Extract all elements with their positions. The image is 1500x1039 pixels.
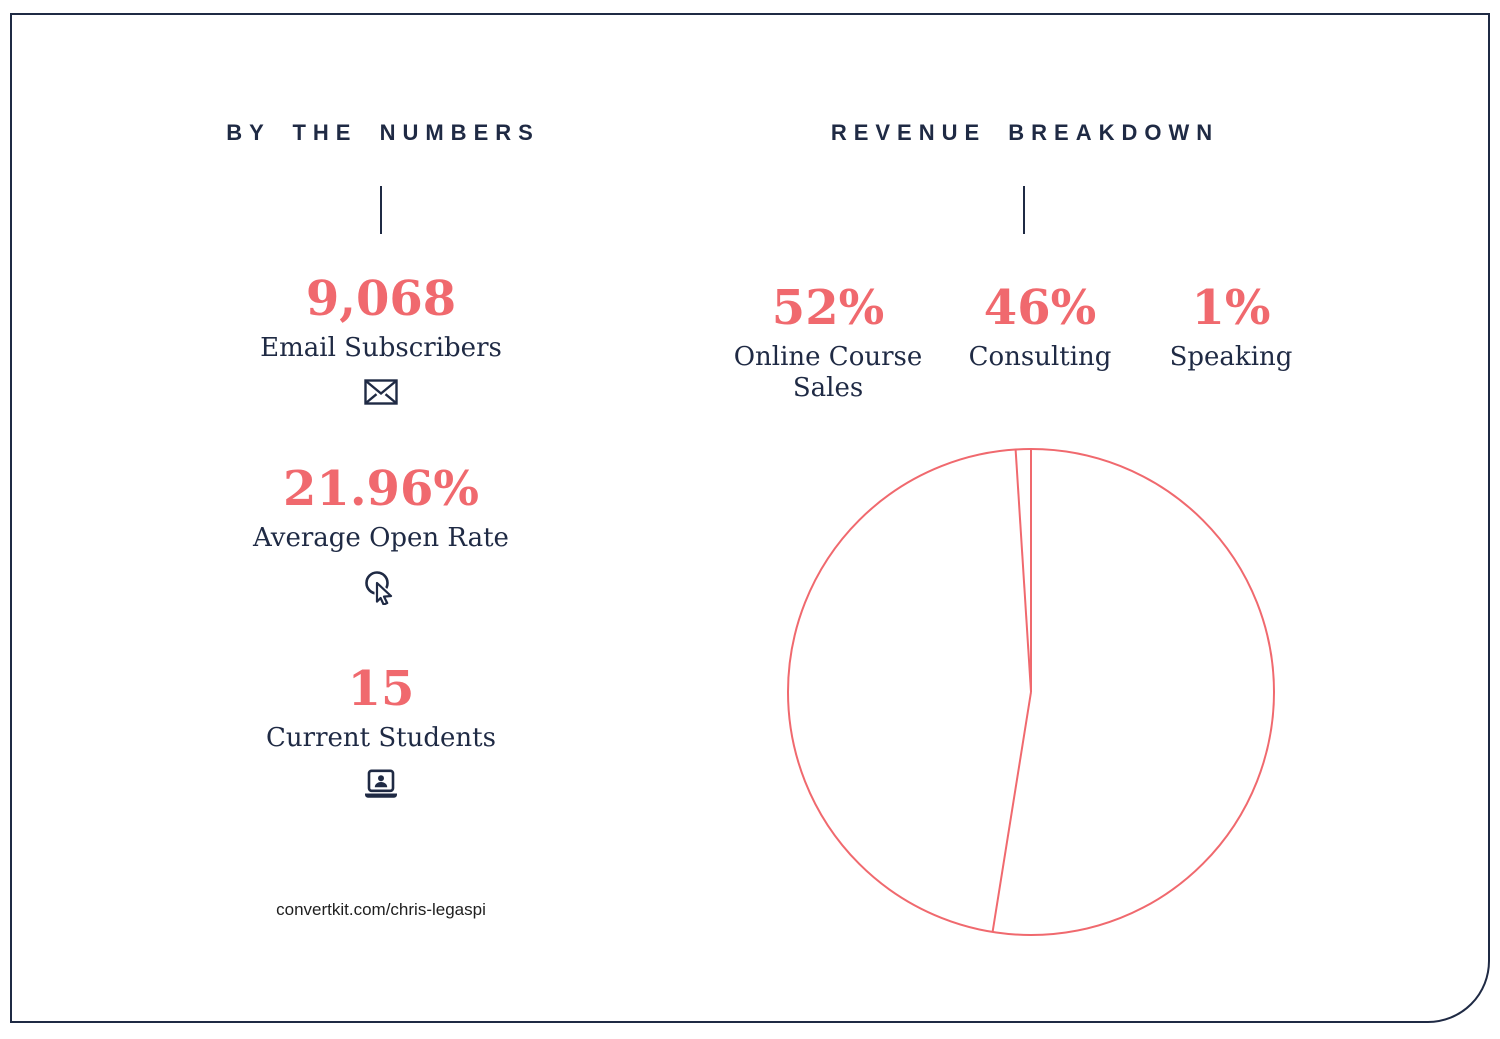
current-students-label: Current Students <box>266 723 496 754</box>
online-course-sales-label: Online Course Sales <box>733 342 923 403</box>
footer-url: convertkit.com/chris-legaspi <box>276 900 486 919</box>
online-course-sales-value: 52% <box>771 280 885 336</box>
laptop-person-icon <box>181 769 581 799</box>
revenue-item-speaking: 1% Speaking <box>1121 280 1341 373</box>
speaking-label: Speaking <box>1169 342 1293 373</box>
revenue-breakdown-title: REVENUE BREAKDOWN <box>830 120 1220 145</box>
average-open-rate-label: Average Open Rate <box>253 523 509 554</box>
envelope-icon <box>181 379 581 405</box>
revenue-item-consulting: 46% Consulting <box>930 280 1150 373</box>
revenue-pie-chart <box>781 442 1281 942</box>
average-open-rate-value: 21.96% <box>283 461 479 517</box>
by-the-numbers-title: BY THE NUMBERS <box>226 120 540 145</box>
cursor-click-icon <box>181 569 581 605</box>
email-subscribers-label: Email Subscribers <box>260 333 502 364</box>
consulting-value: 46% <box>983 280 1097 336</box>
consulting-label: Consulting <box>968 342 1112 373</box>
email-subscribers-value: 9,068 <box>305 271 457 327</box>
page-border-frame <box>10 13 1490 1023</box>
speaking-value: 1% <box>1191 280 1271 336</box>
current-students-value: 15 <box>347 661 415 717</box>
stat-email-subscribers: 9,068 Email Subscribers <box>181 271 581 405</box>
left-title-divider <box>380 186 382 234</box>
stat-current-students: 15 Current Students <box>181 661 581 799</box>
revenue-item-online-course-sales: 52% Online Course Sales <box>718 280 938 404</box>
right-title-divider <box>1023 186 1025 234</box>
stat-average-open-rate: 21.96% Average Open Rate <box>181 461 581 605</box>
